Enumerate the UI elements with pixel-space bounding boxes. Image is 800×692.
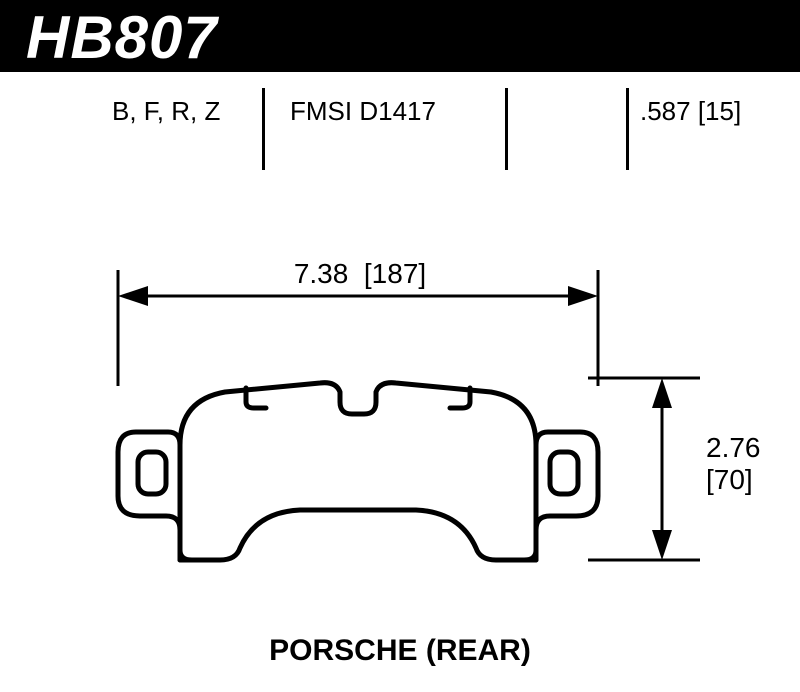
brake-pad-outline — [0, 0, 800, 692]
application-label: PORSCHE (REAR) — [0, 634, 800, 668]
diagram-canvas: HB807 B, F, R, Z FMSI D1417 .587 [15] 7.… — [0, 0, 800, 692]
